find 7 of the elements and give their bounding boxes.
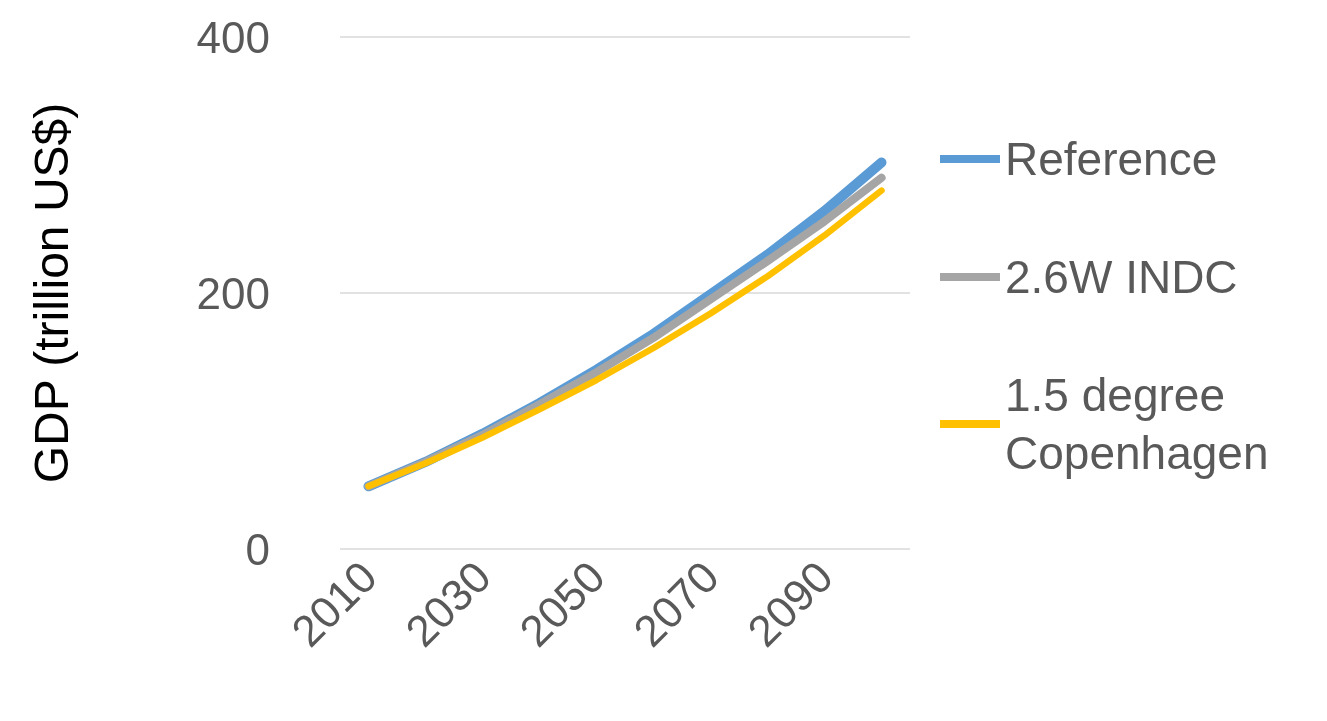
legend-label: 2.6W INDC [1005,251,1238,303]
y-tick-label: 400 [196,12,270,62]
legend-label: Reference [1005,133,1218,185]
y-axis-title: GDP (trillion US$) [24,102,78,484]
y-tick-label: 0 [245,524,270,574]
y-tick-label: 200 [196,268,270,318]
legend-label: 1.5 degree Copenhagen [1005,369,1269,479]
